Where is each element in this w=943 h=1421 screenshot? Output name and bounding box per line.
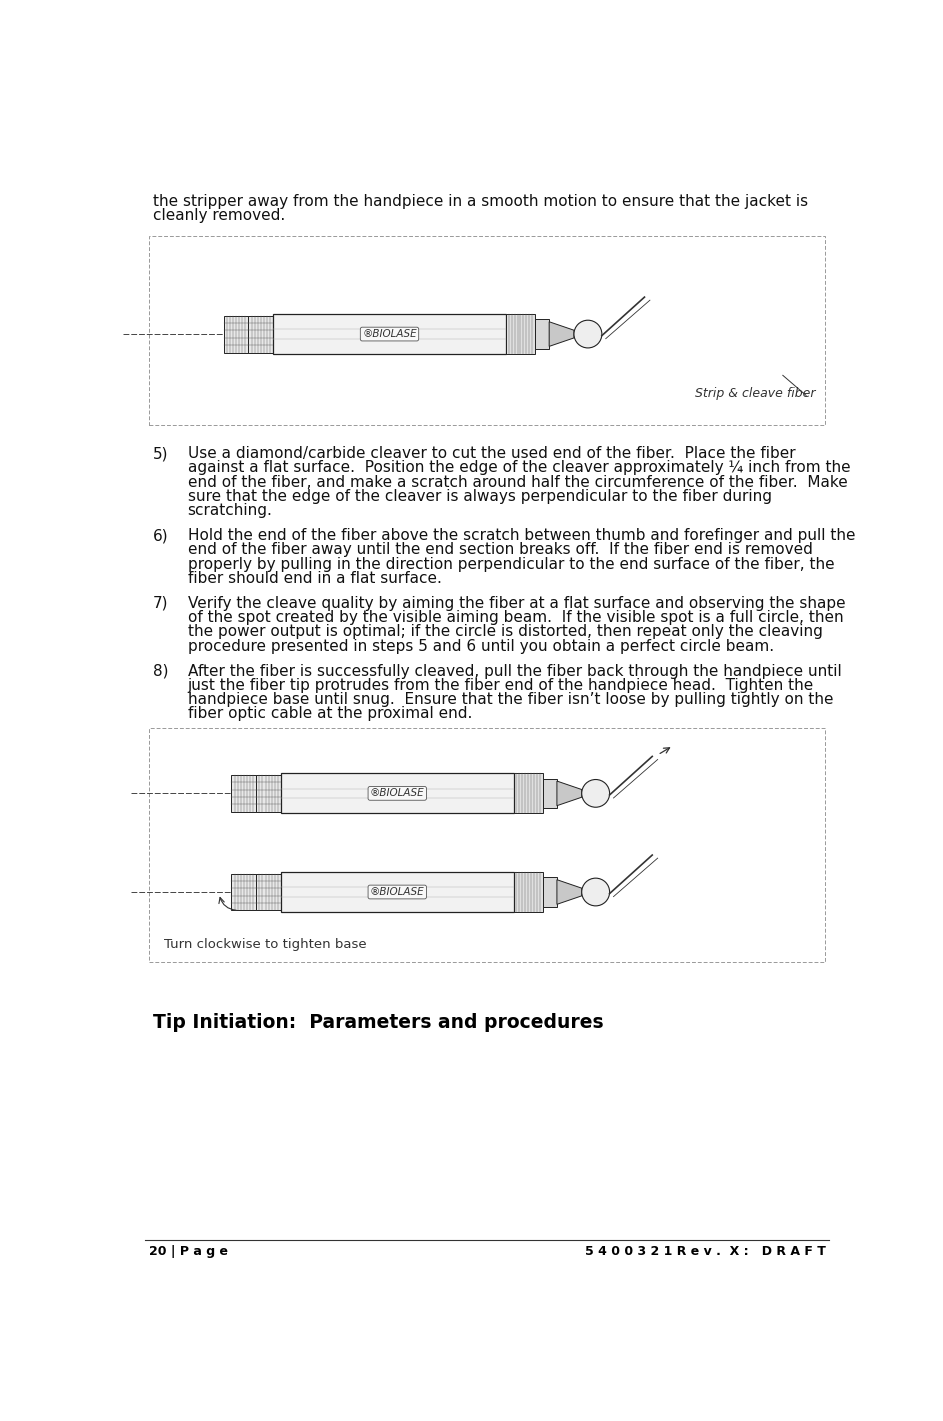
Text: ®BIOLASE: ®BIOLASE [370,789,424,799]
Polygon shape [557,880,582,904]
Text: sure that the edge of the cleaver is always perpendicular to the fiber during: sure that the edge of the cleaver is alw… [188,489,771,504]
Text: against a flat surface.  Position the edge of the cleaver approximately ¼ inch f: against a flat surface. Position the edg… [188,460,851,476]
Bar [514,773,543,813]
Bar [223,315,248,352]
Text: Use a diamond/carbide cleaver to cut the used end of the fiber.  Place the fiber: Use a diamond/carbide cleaver to cut the… [188,446,795,462]
Text: fiber should end in a flat surface.: fiber should end in a flat surface. [188,571,441,585]
Text: the stripper away from the handpiece in a smooth motion to ensure that the jacke: the stripper away from the handpiece in … [153,193,808,209]
Polygon shape [557,782,582,806]
Text: 7): 7) [153,595,168,611]
Bar [231,774,256,811]
Text: scratching.: scratching. [188,503,273,519]
Text: 6): 6) [153,529,169,543]
Bar [543,779,557,809]
Text: the power output is optimal; if the circle is distorted, then repeat only the cl: the power output is optimal; if the circ… [188,624,822,639]
Text: 20 | P a g e: 20 | P a g e [149,1245,228,1258]
Circle shape [582,878,609,905]
Bar [536,320,549,348]
Bar [505,314,536,354]
Bar [231,874,256,911]
Text: Hold the end of the fiber above the scratch between thumb and forefinger and pul: Hold the end of the fiber above the scra… [188,529,855,543]
Text: ®BIOLASE: ®BIOLASE [370,887,424,897]
Text: Strip & cleave fiber: Strip & cleave fiber [695,387,816,399]
Circle shape [574,320,602,348]
Text: of the spot created by the visible aiming beam.  If the visible spot is a full c: of the spot created by the visible aimin… [188,610,843,625]
Text: Verify the cleave quality by aiming the fiber at a flat surface and observing th: Verify the cleave quality by aiming the … [188,595,845,611]
Text: 5 4 0 0 3 2 1 R e v .  X :   D R A F T: 5 4 0 0 3 2 1 R e v . X : D R A F T [585,1245,825,1258]
Circle shape [582,780,609,807]
Text: cleanly removed.: cleanly removed. [153,207,285,223]
Text: just the fiber tip protrudes from the fiber end of the handpiece head.  Tighten : just the fiber tip protrudes from the fi… [188,678,814,693]
Text: procedure presented in steps 5 and 6 until you obtain a perfect circle beam.: procedure presented in steps 5 and 6 unt… [188,638,774,654]
Text: fiber optic cable at the proximal end.: fiber optic cable at the proximal end. [188,706,472,722]
Text: 5): 5) [153,446,168,462]
Bar [281,872,514,912]
Text: handpiece base until snug.  Ensure that the fiber isn’t loose by pulling tightly: handpiece base until snug. Ensure that t… [188,692,833,708]
Text: After the fiber is successfully cleaved, pull the fiber back through the handpie: After the fiber is successfully cleaved,… [188,664,841,679]
Bar [248,315,273,352]
Text: Tip Initiation:  Parameters and procedures: Tip Initiation: Parameters and procedure… [153,1013,604,1032]
Text: end of the fiber, and make a scratch around half the circumference of the fiber.: end of the fiber, and make a scratch aro… [188,475,848,490]
Text: 8): 8) [153,664,168,679]
Bar [273,314,505,354]
Text: properly by pulling in the direction perpendicular to the end surface of the fib: properly by pulling in the direction per… [188,557,835,571]
Bar [281,773,514,813]
Text: end of the fiber away until the end section breaks off.  If the fiber end is rem: end of the fiber away until the end sect… [188,543,813,557]
Text: ®BIOLASE: ®BIOLASE [362,330,417,340]
Text: Turn clockwise to tighten base: Turn clockwise to tighten base [164,938,367,951]
Bar [514,872,543,912]
Bar [256,874,281,911]
Bar [256,774,281,811]
Bar [543,877,557,907]
Polygon shape [549,321,574,347]
